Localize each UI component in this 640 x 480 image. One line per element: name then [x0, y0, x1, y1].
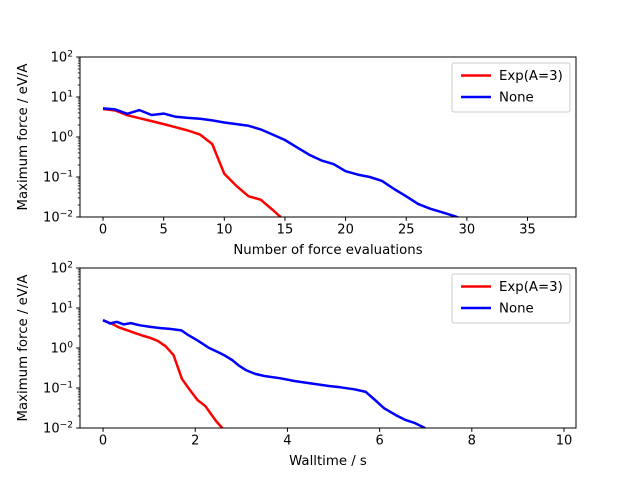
y-tick-label: 100 [51, 341, 74, 357]
legend-label-none: None [499, 91, 534, 106]
y-axis-label: Maximum force / eV/A [16, 63, 31, 210]
x-tick-label: 25 [398, 223, 415, 238]
bottom-chart: 0 2 4 6 8 10 10−2 10−1 100 101 102 Walltime / s Maxi… [16, 261, 577, 469]
y-tick-label: 101 [51, 301, 73, 317]
series-line-exp-a-3 [102, 319, 224, 428]
x-tick-label: 0 [99, 223, 107, 238]
top-chart: 0 5 10 15 20 25 30 35 10−2 10−1 100 101 102 Number of… [16, 50, 577, 258]
y-tick-label: 102 [51, 50, 73, 66]
x-tick-label: 2 [191, 434, 199, 449]
legend-label-exp-a-3: Exp(A=3) [499, 69, 563, 84]
series-line-none [102, 107, 461, 217]
x-tick-label: 30 [459, 223, 476, 238]
x-axis-label: Number of force evaluations [233, 243, 422, 258]
legend: Exp(A=3) None [451, 62, 571, 113]
series-line-exp-a-3 [102, 107, 283, 217]
y-axis-label: Maximum force / eV/A [16, 274, 31, 421]
y-tick-label: 100 [51, 130, 74, 146]
x-tick-label: 10 [556, 434, 573, 449]
y-tick-label: 101 [51, 90, 73, 106]
x-tick-label: 10 [216, 223, 233, 238]
y-tick-label: 102 [51, 261, 73, 277]
x-tick-label: 0 [99, 434, 107, 449]
legend-label-exp-a-3: Exp(A=3) [499, 280, 563, 295]
y-tick-label: 10−1 [43, 170, 73, 186]
x-tick-label: 8 [468, 434, 476, 449]
series-line-none [102, 318, 427, 428]
x-tick-label: 20 [337, 223, 354, 238]
x-tick-label: 5 [160, 223, 168, 238]
x-tick-label: 15 [277, 223, 294, 238]
x-tick-label: 6 [375, 434, 383, 449]
x-tick-label: 35 [519, 223, 536, 238]
x-tick-label: 4 [283, 434, 291, 449]
legend-label-none: None [499, 302, 534, 317]
x-axis-label: Walltime / s [289, 454, 367, 469]
legend: Exp(A=3) None [451, 273, 571, 324]
y-tick-label: 10−2 [43, 421, 73, 437]
y-tick-label: 10−1 [43, 381, 73, 397]
y-tick-label: 10−2 [43, 210, 73, 226]
